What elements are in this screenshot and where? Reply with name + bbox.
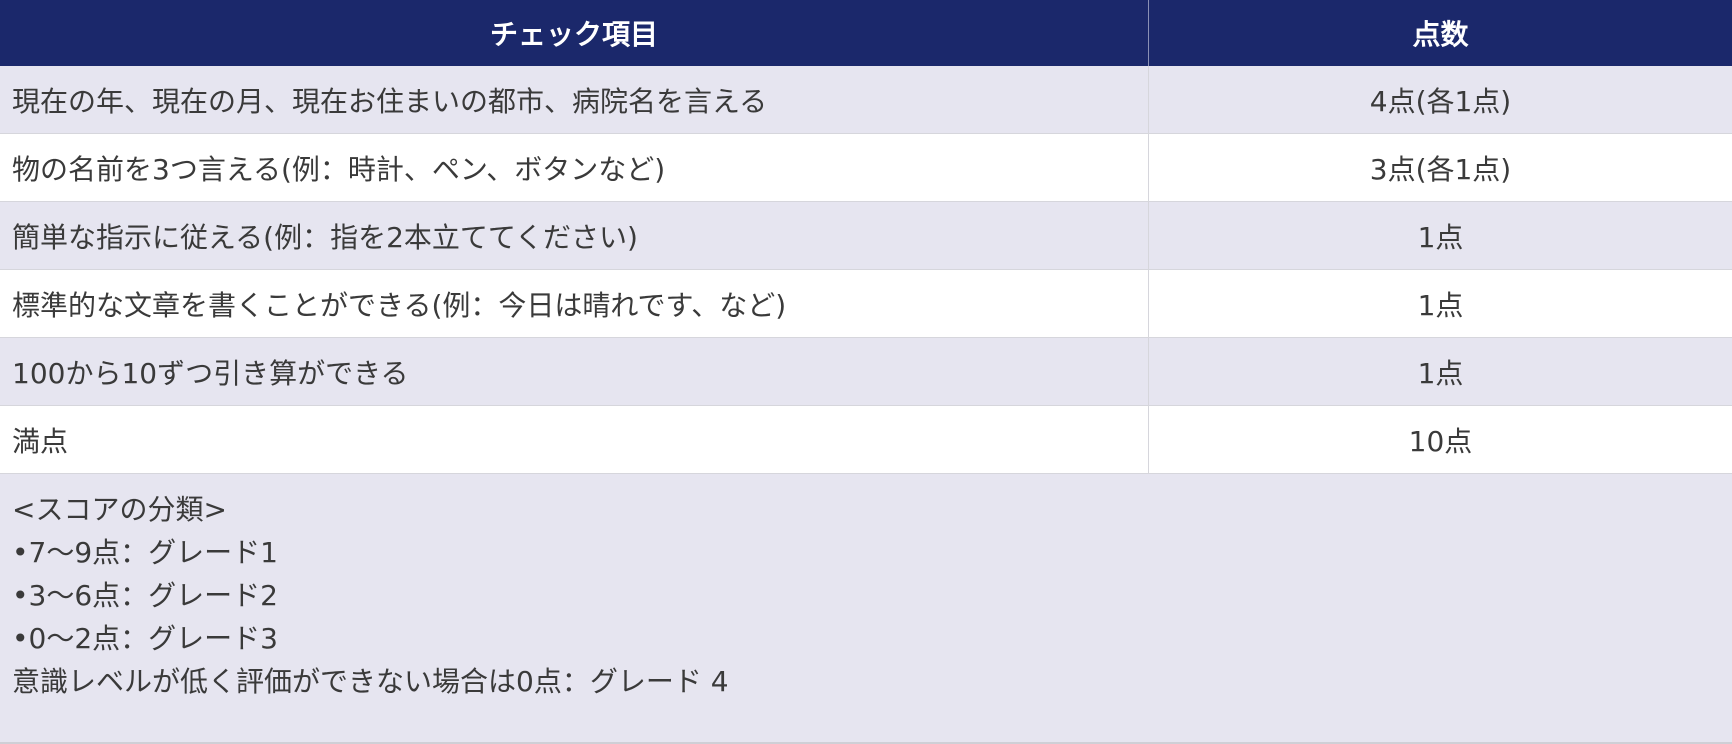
notes-title: <スコアの分類> [12,488,1732,531]
table-row: 簡単な指示に従える(例：指を2本立ててください) 1点 [0,202,1732,270]
table-row: 満点 10点 [0,406,1732,474]
notes-row: <スコアの分類> •7〜9点：グレード1 •3〜6点：グレード2 •0〜2点：グ… [0,474,1732,744]
notes-line: 意識レベルが低く評価ができない場合は0点：グレード 4 [12,660,1732,703]
row-item: 満点 [0,406,1149,474]
row-item: 標準的な文章を書くことができる(例：今日は晴れです、など) [0,270,1149,338]
header-check-item: チェック項目 [0,0,1149,66]
row-item: 簡単な指示に従える(例：指を2本立ててください) [0,202,1149,270]
row-item: 物の名前を3つ言える(例：時計、ペン、ボタンなど) [0,134,1149,202]
row-score: 10点 [1149,406,1732,474]
notes-line: •0〜2点：グレード3 [12,617,1732,660]
header-score: 点数 [1149,0,1732,66]
row-score: 4点(各1点) [1149,66,1732,134]
row-item: 現在の年、現在の月、現在お住まいの都市、病院名を言える [0,66,1149,134]
table-row: 100から10ずつ引き算ができる 1点 [0,338,1732,406]
notes-line: •3〜6点：グレード2 [12,574,1732,617]
row-score: 1点 [1149,338,1732,406]
row-item: 100から10ずつ引き算ができる [0,338,1149,406]
score-classification-notes: <スコアの分類> •7〜9点：グレード1 •3〜6点：グレード2 •0〜2点：グ… [0,474,1732,744]
row-score: 1点 [1149,202,1732,270]
notes-line: •7〜9点：グレード1 [12,531,1732,574]
table-header-row: チェック項目 点数 [0,0,1732,66]
table-row: 標準的な文章を書くことができる(例：今日は晴れです、など) 1点 [0,270,1732,338]
row-score: 3点(各1点) [1149,134,1732,202]
table-row: 物の名前を3つ言える(例：時計、ペン、ボタンなど) 3点(各1点) [0,134,1732,202]
table-row: 現在の年、現在の月、現在お住まいの都市、病院名を言える 4点(各1点) [0,66,1732,134]
row-score: 1点 [1149,270,1732,338]
